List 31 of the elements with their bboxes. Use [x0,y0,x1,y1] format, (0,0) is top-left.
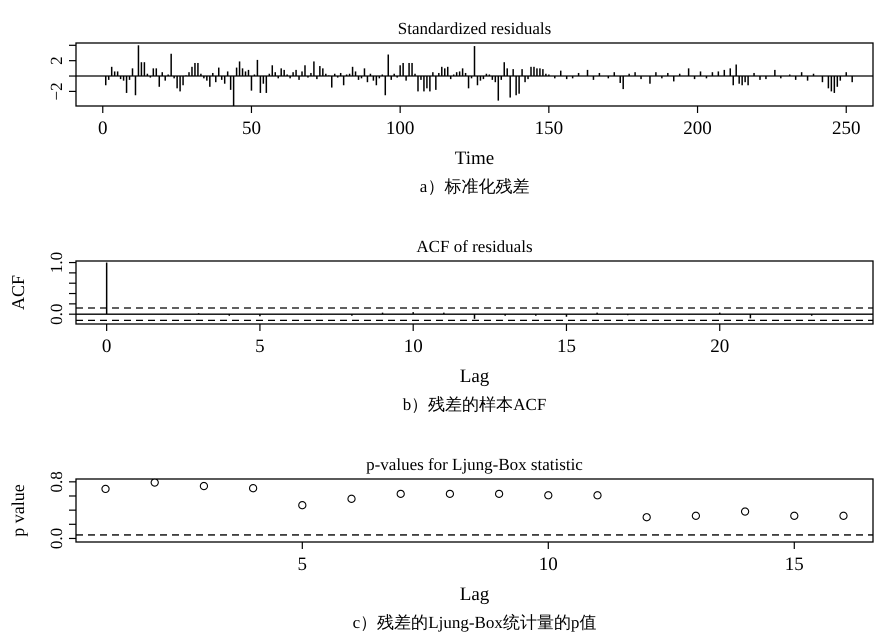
y-tick-label: 0.0 [47,528,66,550]
text: c）残差的Ljung-Box统计量的p值 [352,613,596,632]
x-axis-title: Lag [460,584,490,605]
y-axis-title: ACF [8,274,28,310]
text: b）残差的样本ACF [402,395,546,414]
x-tick-label: 10 [538,554,558,575]
x-tick-label: 200 [683,118,712,139]
y-tick-label: −2 [47,82,66,100]
y-tick-label: 1.0 [47,252,66,274]
y-tick-label: 0.8 [47,471,66,492]
x-axis-title: Time [454,148,494,169]
chart-title: p-values for Ljung-Box statistic [366,455,584,474]
x-tick-label: 10 [404,336,423,357]
x-tick-label: 250 [832,118,860,139]
x-axis-title: Lag [460,366,490,387]
x-tick-label: 50 [242,118,261,139]
text: a）标准化残差 [420,177,530,196]
x-tick-label: 15 [784,554,804,575]
y-axis-title: p value [8,484,28,537]
x-tick-label: 15 [556,336,576,357]
x-tick-label: 100 [386,118,414,139]
y-tick-label: 2 [47,56,66,65]
x-tick-label: 150 [534,118,564,139]
x-tick-label: 5 [298,554,308,575]
x-tick-label: 5 [255,336,265,357]
y-tick-label: 0.0 [47,304,66,325]
x-tick-label: 20 [710,336,730,357]
chart-title: ACF of residuals [416,237,533,256]
chart-title: Standardized residuals [398,19,552,38]
x-tick-label: 0 [102,336,112,357]
x-tick-label: 0 [98,118,108,139]
